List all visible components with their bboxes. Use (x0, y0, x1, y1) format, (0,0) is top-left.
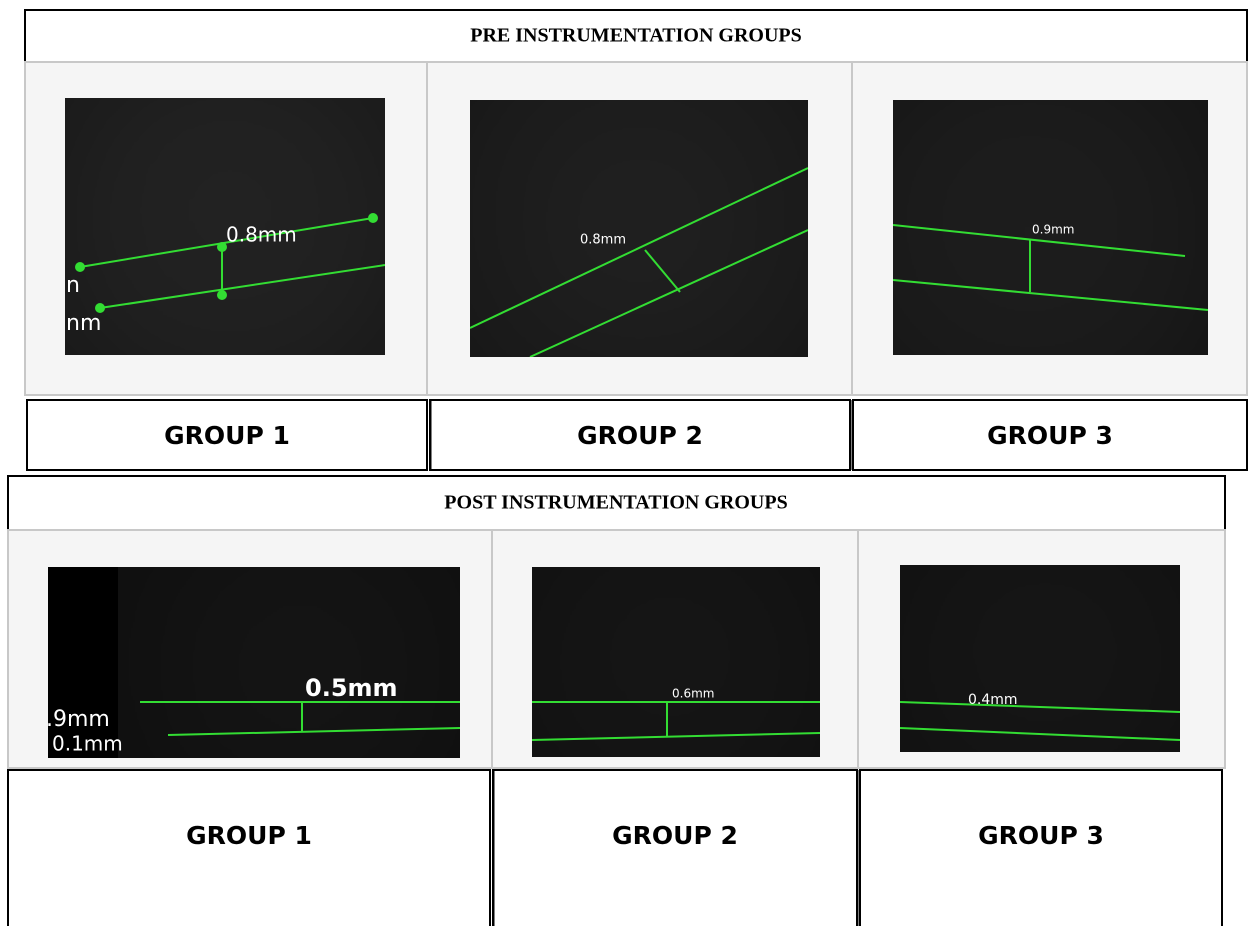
group-label: GROUP 3 (987, 421, 1113, 450)
group-label: GROUP 1 (164, 421, 290, 450)
measurement: 0.1mm (52, 732, 123, 756)
measurement: 0.8mm (580, 233, 626, 248)
group-label: GROUP 2 (612, 821, 738, 850)
group-label: GROUP 2 (577, 421, 703, 450)
measurement: 0.9mm (1032, 223, 1074, 237)
measurement: .9mm (46, 707, 110, 732)
scan-image (532, 555, 820, 776)
measurement: n (66, 273, 80, 298)
measurement: 0.5mm (305, 674, 398, 702)
section-title: PRE INSTRUMENTATION GROUPS (470, 25, 802, 47)
measurement: 0.8mm (226, 223, 297, 247)
measurement: nm (66, 311, 101, 336)
scan-image (900, 545, 1180, 776)
measurement: 0.4mm (968, 692, 1018, 708)
scan-image (470, 78, 808, 372)
section-title: POST INSTRUMENTATION GROUPS (444, 492, 787, 514)
group-label: GROUP 1 (186, 821, 312, 850)
figure: PRE INSTRUMENTATION GROUPS 0.8mm n nm 0.… (0, 0, 1249, 926)
group-label: GROUP 3 (978, 821, 1104, 850)
measurement: 0.6mm (672, 687, 714, 701)
